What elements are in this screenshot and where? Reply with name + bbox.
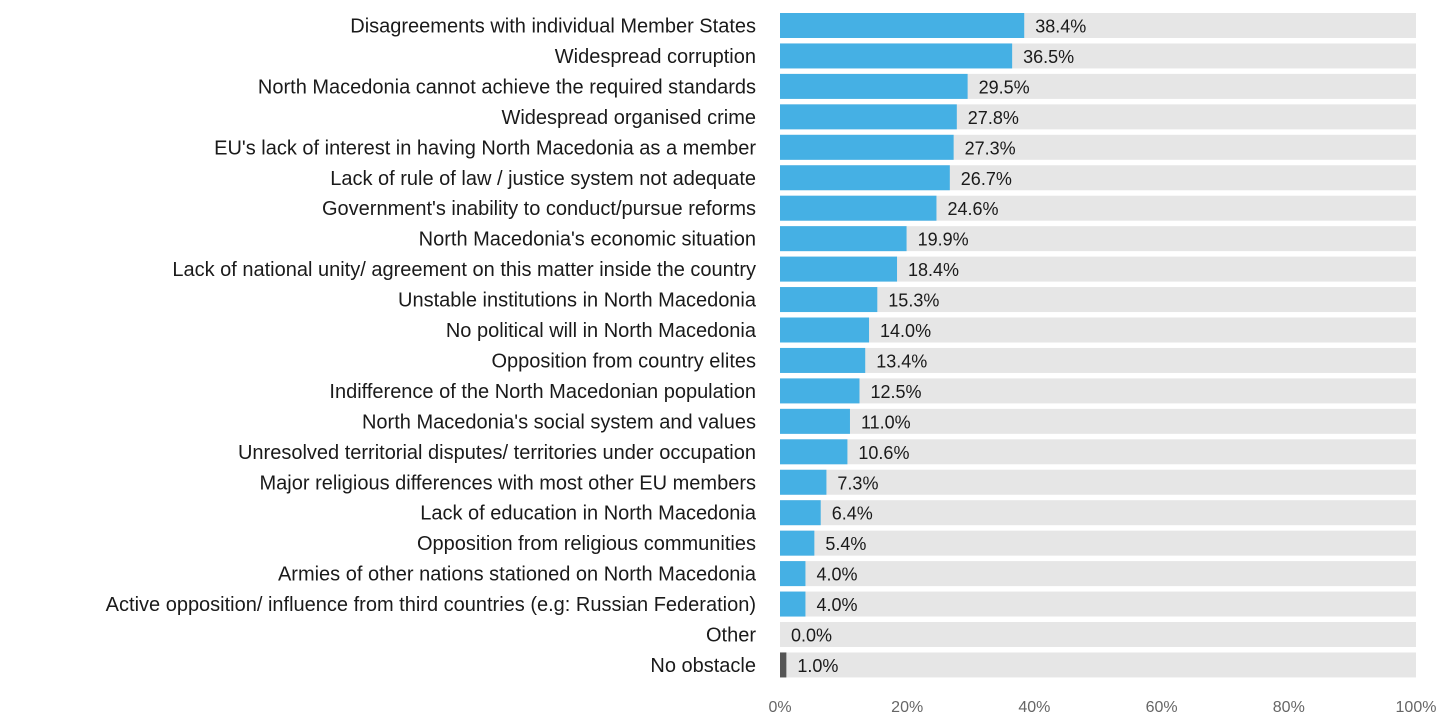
- bar-track: [780, 347, 1416, 373]
- category-label: North Macedonia's social system and valu…: [362, 411, 756, 433]
- bar: [780, 13, 1025, 38]
- bar-track: [780, 652, 1416, 678]
- bar: [780, 469, 827, 495]
- bar: [780, 165, 950, 191]
- bar-track: [780, 469, 1416, 495]
- category-label: Opposition from religious communities: [417, 533, 756, 555]
- category-label: Lack of rule of law / justice system not…: [330, 168, 756, 190]
- bar: [780, 439, 848, 465]
- x-tick-label: 100%: [1396, 699, 1437, 716]
- bar: [780, 43, 1013, 69]
- category-label: Lack of education in North Macedonia: [420, 503, 757, 525]
- category-label: Armies of other nations stationed on Nor…: [278, 564, 757, 586]
- value-label: 6.4%: [832, 504, 873, 524]
- category-label: Major religious differences with most ot…: [260, 472, 756, 494]
- bar: [780, 195, 937, 221]
- x-tick-label: 20%: [891, 699, 923, 716]
- bar-track: [780, 439, 1416, 465]
- category-label: Unstable institutions in North Macedonia: [398, 290, 757, 312]
- bar: [780, 287, 878, 313]
- category-label: North Macedonia's economic situation: [419, 229, 756, 251]
- value-label: 7.3%: [837, 473, 878, 493]
- x-axis-ticks: 0% 20% 40% 60% 80% 100%: [768, 699, 1436, 716]
- bar: [780, 652, 787, 678]
- category-label: No political will in North Macedonia: [446, 320, 757, 342]
- value-label: 13.4%: [876, 351, 927, 371]
- category-label: EU's lack of interest in having North Ma…: [214, 137, 756, 159]
- value-labels: 38.4% 36.5% 29.5% 27.8% 27.3% 26.7% 24.6% 19.9%…: [791, 17, 1086, 676]
- value-label: 14.0%: [880, 321, 931, 341]
- bar: [780, 347, 866, 373]
- x-tick-label: 60%: [1146, 699, 1178, 716]
- bar: [780, 408, 850, 434]
- value-label: 5.4%: [825, 534, 866, 554]
- x-tick-label: 40%: [1018, 699, 1050, 716]
- value-label: 24.6%: [947, 199, 998, 219]
- value-label: 10.6%: [858, 443, 909, 463]
- x-tick-label: 80%: [1273, 699, 1305, 716]
- category-label: Widespread corruption: [555, 46, 756, 68]
- bar: [780, 500, 821, 526]
- category-label: Government's inability to conduct/pursue…: [322, 198, 756, 220]
- bar-track: [780, 378, 1416, 404]
- value-label: 36.5%: [1023, 47, 1074, 67]
- value-label: 27.8%: [968, 108, 1019, 128]
- value-label: 4.0%: [816, 565, 857, 585]
- value-label: 19.9%: [918, 230, 969, 250]
- x-tick-label: 0%: [768, 699, 791, 716]
- bar-track: [780, 287, 1416, 313]
- category-label: No obstacle: [650, 655, 756, 677]
- bar-track: [780, 561, 1416, 587]
- bar-track: [780, 622, 1416, 647]
- bar-track: [780, 408, 1416, 434]
- category-label: Widespread organised crime: [501, 107, 756, 129]
- category-labels: Disagreements with individual Member Sta…: [106, 16, 757, 677]
- value-label: 1.0%: [797, 656, 838, 676]
- bar: [780, 378, 860, 404]
- value-label: 15.3%: [888, 291, 939, 311]
- bars: [780, 13, 1025, 678]
- value-label: 27.3%: [965, 138, 1016, 158]
- bar-track: [780, 317, 1416, 343]
- bar-track: [780, 530, 1416, 556]
- value-label: 18.4%: [908, 260, 959, 280]
- value-label: 4.0%: [816, 595, 857, 615]
- bar: [780, 561, 806, 587]
- category-label: Opposition from country elites: [491, 350, 756, 372]
- bar: [780, 226, 907, 252]
- category-label: Other: [706, 625, 756, 647]
- value-label: 29.5%: [979, 77, 1030, 97]
- bar: [780, 104, 957, 130]
- value-label: 0.0%: [791, 626, 832, 646]
- category-label: Disagreements with individual Member Sta…: [350, 16, 756, 38]
- bar-track: [780, 500, 1416, 526]
- bar: [780, 530, 815, 556]
- bar: [780, 134, 954, 160]
- value-label: 38.4%: [1035, 17, 1086, 37]
- category-label: Unresolved territorial disputes/ territo…: [238, 442, 756, 464]
- value-label: 26.7%: [961, 169, 1012, 189]
- category-label: Lack of national unity/ agreement on thi…: [172, 259, 756, 281]
- value-label: 11.0%: [861, 412, 911, 432]
- value-label: 12.5%: [871, 382, 922, 402]
- bar: [780, 73, 968, 99]
- bar: [780, 317, 870, 343]
- category-label: North Macedonia cannot achieve the requi…: [258, 76, 756, 98]
- bar: [780, 591, 806, 617]
- category-label: Indifference of the North Macedonian pop…: [329, 381, 756, 403]
- bar-track: [780, 591, 1416, 617]
- category-label: Active opposition/ influence from third …: [106, 594, 756, 616]
- bar: [780, 256, 898, 282]
